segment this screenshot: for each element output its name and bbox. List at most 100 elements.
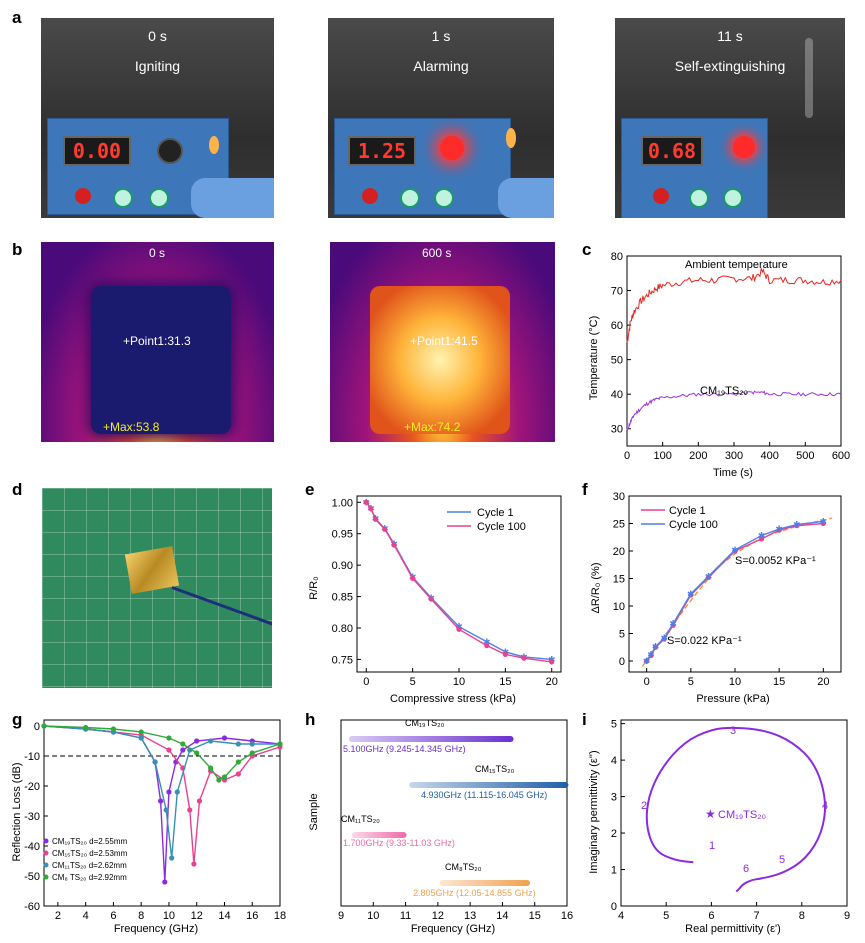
bandwidth-bar [439, 880, 531, 886]
thermal-max: +Max:53.8 [103, 420, 160, 434]
rl-marker-CM8 [41, 723, 47, 729]
x-axis-label: Pressure (kPa) [696, 693, 769, 705]
rl-marker-CM8 [83, 724, 89, 731]
rl-marker-CM15 [196, 798, 203, 804]
photo-self-extinguishing: 11 s Self-extinguishing 0.68 [615, 18, 845, 218]
cole-cole-curve [645, 726, 827, 893]
rl-marker-CM8 [194, 750, 200, 756]
sensor-photo [42, 488, 272, 688]
bar-label-cm15: 4.930GHz (11.115-16.045 GHz) [421, 790, 547, 800]
bar-name-cm19: CM₁₉TS₂₀ [405, 718, 445, 728]
y-tick-label: -20 [24, 781, 40, 793]
y-tick-label: 0.80 [332, 623, 353, 635]
panel-label-a: a [12, 8, 22, 27]
x-tick-label: 16 [561, 910, 573, 922]
thermal-max: +Max:74.2 [404, 420, 461, 434]
cycle-100-marker: ✱ [775, 524, 783, 534]
rl-marker-CM8 [277, 741, 283, 747]
x-tick-label: 4 [618, 910, 624, 922]
legend-swatch [43, 874, 49, 880]
cycle-100-marker: ✱ [647, 649, 655, 659]
rl-marker-CM8 [249, 750, 255, 756]
photo-time: 11 s [717, 28, 743, 44]
chart-h: 9 10 11 12 13 14 15 16 Frequency (GHz) Sample C… [308, 718, 573, 935]
plot-frame [340, 719, 568, 907]
y-tick-label: 25 [613, 519, 625, 531]
rl-marker-CM11 [174, 789, 180, 795]
green-button [149, 188, 169, 208]
x-axis-label: Compressive stress (kPa) [390, 693, 516, 705]
panel-label-h: h [305, 710, 316, 729]
cycle-100-marker [410, 575, 416, 581]
cycle-100-marker: ✱ [652, 642, 660, 652]
panel-label-c: c [582, 240, 592, 259]
thermal-image-600s: 600 s +Point1:41.5 +Max:74.2 [330, 242, 555, 442]
y-tick-label: 30 [613, 491, 625, 503]
flame [506, 128, 516, 148]
y-axis-label: Reflection Loss (dB) [11, 762, 23, 861]
x-tick-label: 14 [218, 910, 230, 922]
point-label-5: 5 [779, 854, 785, 866]
legend-cm19: CM₁₉TS₂₀ d=2.55mm [52, 837, 128, 846]
rl-marker-CM11 [169, 855, 175, 861]
x-tick-label: 8 [138, 910, 144, 922]
panel-label-f: f [582, 480, 588, 499]
legend-cycle-100: Cycle 100 [477, 521, 526, 533]
sample-block-hot [370, 286, 510, 434]
y-tick-label: 0 [611, 901, 617, 913]
thermal-time: 600 s [422, 246, 452, 260]
y-tick-label: 0.85 [332, 592, 353, 604]
x-tick-label: 5 [688, 676, 694, 688]
y-axis-label: R/R₀ [308, 576, 320, 600]
rl-marker-CM15 [191, 861, 197, 867]
cycle-1-marker [758, 536, 765, 542]
x-tick-label: 15 [499, 676, 511, 688]
rl-marker-CM8 [180, 741, 186, 747]
bar-name-cm8: CM₈TS₂₀ [445, 862, 482, 872]
y-tick-label: 0.75 [332, 654, 353, 666]
y-tick-label: 15 [613, 574, 625, 586]
rl-marker-CM11 [163, 807, 169, 813]
thermal-point: +Point1:41.5 [410, 334, 478, 348]
green-button [434, 188, 454, 208]
photo-state: Igniting [134, 58, 181, 74]
cycle-100-marker [372, 516, 379, 522]
sample-block [91, 286, 231, 434]
rl-marker-CM15 [166, 747, 172, 753]
x-tick-label: 16 [246, 910, 258, 922]
cycle-100-line [646, 520, 824, 662]
cycle-100-marker: ✱ [661, 633, 669, 643]
x-axis-label: Frequency (GHz) [411, 923, 495, 935]
y-tick-label: 70 [611, 286, 623, 298]
x-tick-label: 2 [55, 910, 61, 922]
chart-i: 4 5 6 7 8 9 0 1 2 3 4 5 Real permittivity (ε') Imag… [588, 719, 850, 935]
x-tick-label: 5 [410, 676, 416, 688]
panel-label-g: g [12, 710, 23, 729]
y-tick-label: 10 [613, 601, 625, 613]
annotation-slope-high: S=0.0052 KPa⁻¹ [735, 555, 816, 567]
cycle-100-marker [363, 499, 369, 505]
rl-marker-CM8 [138, 729, 144, 735]
y-axis-label: Temperature (°C) [588, 316, 600, 400]
photo-time: 1 s [431, 28, 451, 44]
thermal-point: +Point1:31.3 [123, 334, 191, 348]
plot-frame [620, 719, 848, 907]
x-tick-label: 9 [844, 910, 850, 922]
y-tick-label: -40 [24, 841, 40, 853]
cycle-1-marker [820, 520, 826, 527]
y-tick-label: 1.00 [332, 497, 353, 509]
y-tick-label: 4 [611, 755, 617, 767]
rl-marker-CM11 [235, 741, 241, 747]
y-tick-label: -50 [24, 871, 40, 883]
alarm-lamp [733, 136, 755, 158]
photo-igniting: 0 s Igniting 0.00 [41, 18, 274, 218]
y-tick-label: -30 [24, 811, 40, 823]
chart-c: 0 100 200 300 400 500 600 30 40 50 60 70 80 Ambient … [588, 251, 850, 479]
point-label-6: 6 [743, 863, 749, 875]
alarm-display: 0.68 [641, 136, 703, 166]
annotation-sample: CM₁₉TS₂₀ [718, 809, 766, 821]
x-tick-label: 400 [760, 450, 778, 462]
red-button [362, 188, 378, 204]
bandwidth-bar [409, 782, 569, 788]
